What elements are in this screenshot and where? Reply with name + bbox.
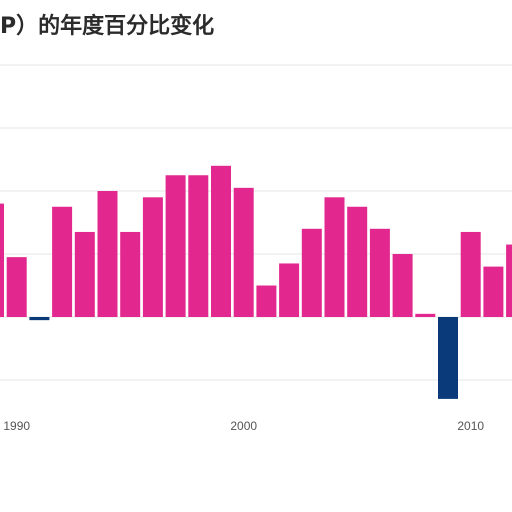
bar-2011[interactable]	[483, 266, 504, 317]
bar-1999[interactable]	[211, 165, 231, 317]
bar-2000[interactable]	[233, 187, 254, 317]
bar-2008[interactable]	[415, 313, 436, 317]
bar-2009[interactable]	[438, 317, 458, 399]
bar-2003[interactable]	[301, 228, 322, 317]
bar-1993[interactable]	[74, 231, 95, 317]
bar-1990[interactable]	[6, 257, 27, 317]
bar-1992[interactable]	[52, 206, 73, 317]
bar-2005[interactable]	[347, 206, 368, 317]
bar-2007[interactable]	[392, 254, 413, 317]
x-tick-labels: 1990 2000 2010	[3, 419, 484, 433]
bar-1991[interactable]	[29, 317, 50, 321]
bar-1994[interactable]	[97, 191, 118, 317]
bar-1995[interactable]	[120, 231, 141, 317]
bar-2012[interactable]	[506, 244, 512, 317]
bar-2002[interactable]	[279, 263, 300, 317]
chart-title: P）的年度百分比变化	[0, 14, 215, 39]
bar-1989[interactable]	[0, 203, 4, 317]
x-tick-label: 2010	[457, 419, 484, 433]
bar-2004[interactable]	[324, 197, 345, 317]
bar-1997[interactable]	[165, 175, 186, 317]
gridlines	[0, 64, 512, 381]
x-tick-label: 1990	[3, 419, 30, 433]
x-tick-label: 2000	[230, 419, 257, 433]
bar-1998[interactable]	[188, 175, 209, 317]
bar-2010[interactable]	[460, 231, 481, 317]
bar-2001[interactable]	[256, 285, 277, 318]
bar-1996[interactable]	[142, 197, 163, 317]
bars	[0, 165, 512, 399]
bar-2006[interactable]	[369, 228, 390, 317]
